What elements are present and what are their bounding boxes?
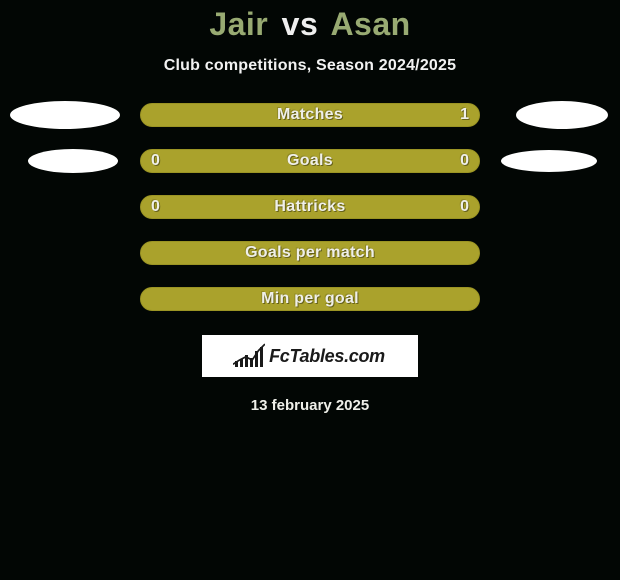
stat-label: Goals per match: [245, 244, 375, 262]
stat-rows: Matches 1 Goals 0 0 Hattricks 0 0 Goals per matc…: [0, 103, 620, 311]
stat-row: Goals 0 0: [140, 149, 480, 173]
subtitle: Club competitions, Season 2024/2025: [0, 57, 620, 75]
player1-name: Jair: [209, 6, 268, 42]
decorative-ellipse: [10, 101, 120, 129]
logo-chart-icon: [235, 345, 263, 367]
stat-label: Goals: [287, 152, 333, 170]
stat-row: Matches 1: [140, 103, 480, 127]
decorative-ellipse: [516, 101, 608, 129]
logo-bar: [235, 361, 238, 367]
logo-bar: [245, 355, 248, 367]
vs-label: vs: [282, 6, 319, 42]
comparison-title: Jair vs Asan: [0, 0, 620, 43]
stat-value-right: 0: [460, 198, 469, 216]
stat-label: Hattricks: [274, 198, 345, 216]
logo-bar: [260, 347, 263, 367]
logo-bar: [250, 358, 253, 367]
logo-text: FcTables.com: [269, 346, 385, 367]
date-label: 13 february 2025: [0, 397, 620, 414]
stat-row: Hattricks 0 0: [140, 195, 480, 219]
player2-name: Asan: [330, 6, 410, 42]
stat-value-left: 0: [151, 152, 160, 170]
stat-value-right: 0: [460, 152, 469, 170]
decorative-ellipse: [501, 150, 597, 172]
decorative-ellipse: [28, 149, 118, 173]
stat-label: Matches: [277, 106, 343, 124]
stat-value-left: 0: [151, 198, 160, 216]
logo-bar: [240, 359, 243, 367]
stat-row: Min per goal: [140, 287, 480, 311]
logo-bar: [255, 351, 258, 367]
stat-value-right: 1: [460, 106, 469, 124]
site-logo: FcTables.com: [202, 335, 418, 377]
stat-row: Goals per match: [140, 241, 480, 265]
stat-label: Min per goal: [261, 290, 359, 308]
